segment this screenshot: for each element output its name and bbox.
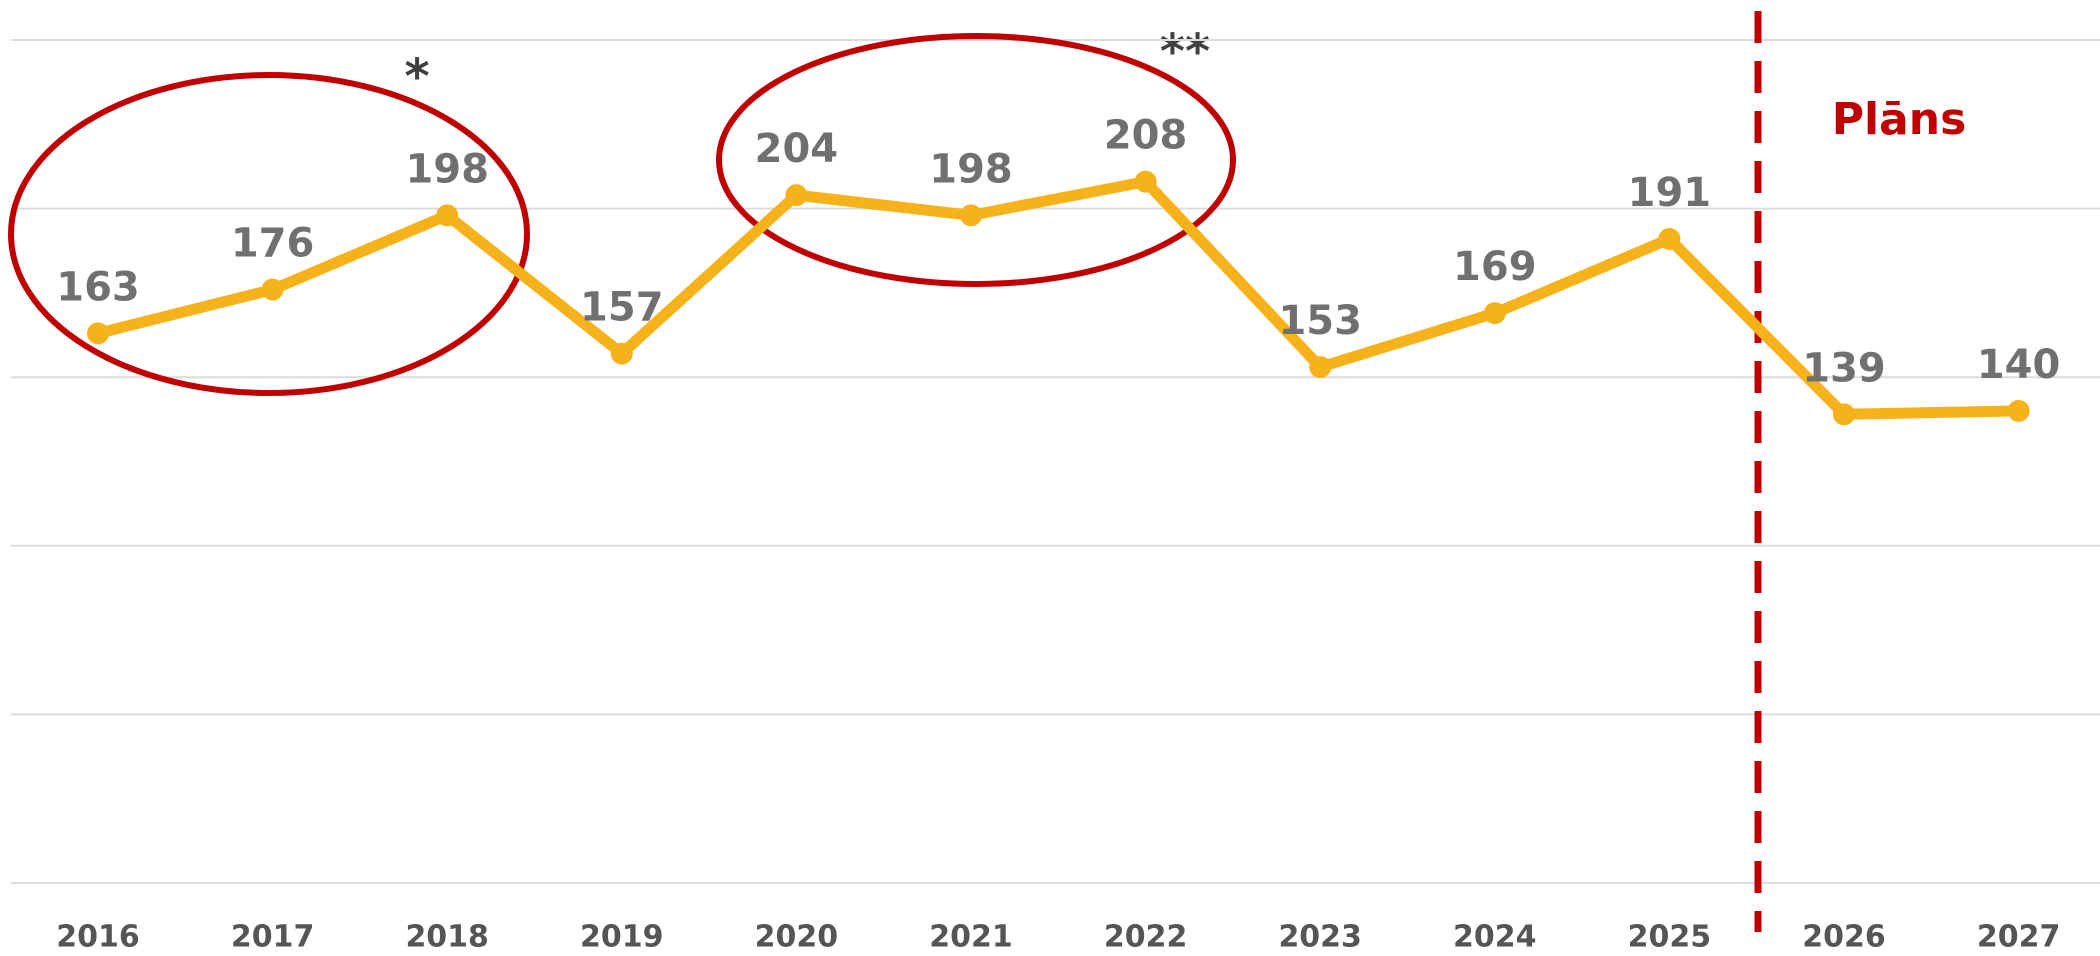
- point: [610, 342, 633, 365]
- point: [1134, 170, 1157, 193]
- x-tick-label: 2019: [580, 920, 664, 955]
- value-label: 140: [1977, 342, 2061, 388]
- point: [960, 204, 982, 227]
- value-label: 139: [1802, 345, 1886, 391]
- series-line: [96, 176, 2019, 420]
- annotation: *: [404, 49, 429, 105]
- point: [1833, 403, 1855, 426]
- point: [785, 184, 808, 207]
- x-tick-label: 2017: [231, 920, 315, 955]
- value-label: 198: [929, 146, 1013, 192]
- x-tick-label: 2021: [929, 920, 1013, 955]
- point: [436, 204, 459, 227]
- x-tick-label: 2026: [1802, 920, 1886, 955]
- point: [1483, 302, 1506, 325]
- value-label: 198: [405, 146, 489, 192]
- value-label: 163: [56, 264, 140, 310]
- annotation: **: [1160, 24, 1210, 80]
- highlight-ellipse: [8, 72, 530, 396]
- x-tick-label: 2027: [1977, 920, 2061, 955]
- value-label: 176: [231, 221, 315, 267]
- point: [87, 322, 109, 345]
- plan-label: Plāns: [1832, 94, 1967, 145]
- x-tick-label: 2023: [1278, 920, 1362, 955]
- point: [261, 278, 284, 301]
- value-label: 153: [1278, 298, 1362, 344]
- x-tick-label: 2016: [56, 920, 140, 955]
- value-label: 204: [755, 126, 839, 172]
- value-label: 208: [1104, 113, 1188, 159]
- x-tick-label: 2018: [405, 920, 489, 955]
- highlight-ellipse: [716, 33, 1236, 287]
- value-label: 169: [1453, 244, 1537, 290]
- point: [1309, 356, 1332, 379]
- x-tick-label: 2022: [1104, 920, 1188, 955]
- x-tick-label: 2020: [755, 920, 839, 955]
- point: [1658, 227, 1681, 250]
- x-tick-label: 2025: [1628, 920, 1712, 955]
- value-label: 191: [1628, 170, 1712, 216]
- value-label: 157: [580, 285, 664, 331]
- x-tick-label: 2024: [1453, 920, 1537, 955]
- point: [2007, 399, 2030, 422]
